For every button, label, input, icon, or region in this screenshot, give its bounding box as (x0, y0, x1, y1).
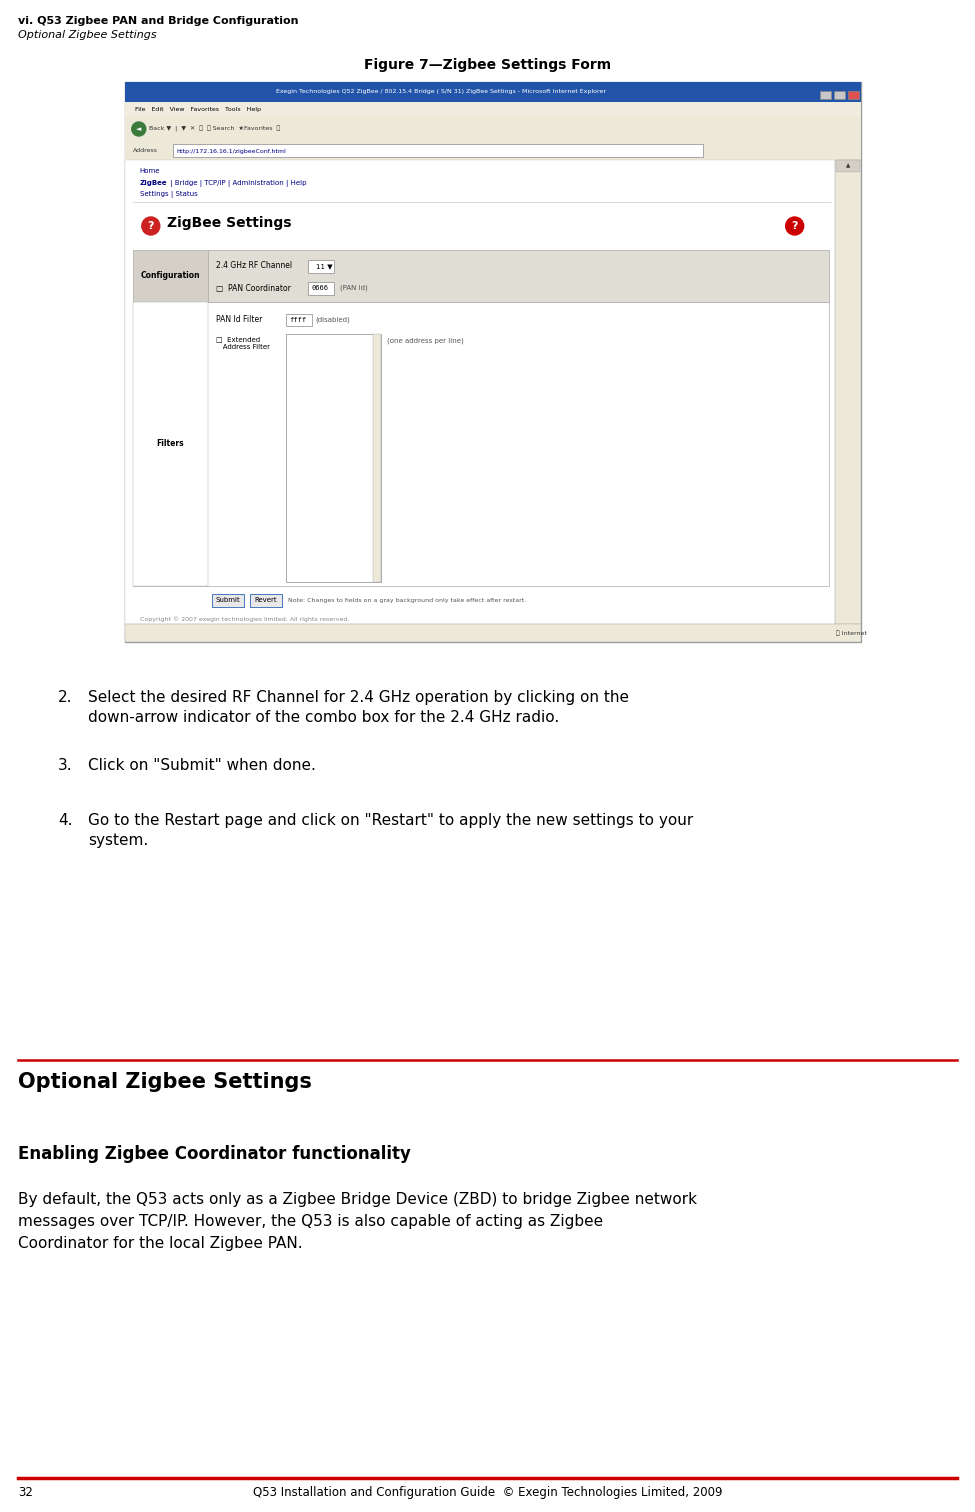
Text: (PAN Id): (PAN Id) (340, 284, 368, 292)
Text: Configuration: Configuration (140, 272, 200, 281)
Text: Enabling Zigbee Coordinator functionality: Enabling Zigbee Coordinator functionalit… (18, 1145, 410, 1163)
Bar (286, 314, 312, 327)
Text: http://172.16.16.1/zigbeeConf.html: http://172.16.16.1/zigbeeConf.html (176, 148, 287, 154)
Text: ?: ? (147, 221, 154, 231)
Bar (372, 334, 381, 582)
Bar (125, 101, 861, 116)
Text: 3.: 3. (58, 758, 72, 773)
Bar (133, 302, 208, 587)
Text: Submit: Submit (215, 597, 240, 603)
Text: Select the desired RF Channel for 2.4 GHz operation by clicking on the: Select the desired RF Channel for 2.4 GH… (88, 689, 629, 705)
Text: down-arrow indicator of the combo box for the 2.4 GHz radio.: down-arrow indicator of the combo box fo… (88, 711, 560, 724)
Bar (286, 334, 381, 582)
Text: Home: Home (139, 168, 160, 174)
Bar (848, 91, 859, 98)
Bar (308, 283, 333, 295)
Bar (133, 210, 830, 242)
Bar (125, 82, 861, 643)
Text: Optional Zigbee Settings: Optional Zigbee Settings (18, 1072, 312, 1092)
Bar (208, 249, 830, 302)
Text: Copyright © 2007 exegin technologies limited. All rights reserved.: Copyright © 2007 exegin technologies lim… (139, 615, 349, 621)
Text: ZigBee Settings: ZigBee Settings (167, 216, 292, 230)
Bar (173, 144, 703, 157)
Text: 4.: 4. (58, 813, 72, 829)
Bar (133, 249, 208, 302)
Bar (250, 594, 282, 606)
Text: File   Edit   View   Favorites   Tools   Help: File Edit View Favorites Tools Help (135, 106, 260, 112)
Text: 0666: 0666 (312, 284, 329, 290)
Circle shape (786, 218, 803, 234)
Circle shape (141, 218, 160, 234)
Text: Optional Zigbee Settings: Optional Zigbee Settings (18, 30, 157, 39)
Text: Q53 Installation and Configuration Guide  © Exegin Technologies Limited, 2009: Q53 Installation and Configuration Guide… (253, 1486, 722, 1498)
Text: □  Extended
   Address Filter: □ Extended Address Filter (215, 336, 270, 349)
Text: Revert: Revert (254, 597, 277, 603)
Text: Exegin Technologies Q52 ZigBee / 802.15.4 Bridge ( S/N 31) ZigBee Settings - Mic: Exegin Technologies Q52 ZigBee / 802.15.… (276, 89, 606, 94)
Text: Click on "Submit" when done.: Click on "Submit" when done. (88, 758, 316, 773)
Text: Filters: Filters (156, 440, 184, 449)
Text: (disabled): (disabled) (316, 316, 351, 324)
Bar (837, 160, 860, 172)
Bar (125, 116, 861, 142)
Text: 2.4 GHz RF Channel: 2.4 GHz RF Channel (215, 262, 292, 271)
Text: (one address per line): (one address per line) (387, 339, 463, 345)
Text: system.: system. (88, 833, 148, 848)
Text: Settings | Status: Settings | Status (139, 191, 198, 198)
Text: ffff: ffff (289, 318, 306, 324)
Bar (820, 91, 831, 98)
Bar (834, 91, 845, 98)
Text: Note: Changes to fields on a gray background only take effect after restart.: Note: Changes to fields on a gray backgr… (288, 599, 526, 603)
Text: □  PAN Coordinator: □ PAN Coordinator (215, 284, 291, 292)
Text: Go to the Restart page and click on "Restart" to apply the new settings to your: Go to the Restart page and click on "Res… (88, 813, 693, 829)
Bar (308, 260, 333, 274)
Text: Coordinator for the local Zigbee PAN.: Coordinator for the local Zigbee PAN. (18, 1235, 302, 1250)
Bar (836, 160, 861, 624)
Text: 11 ▼: 11 ▼ (316, 263, 332, 269)
Text: 2.: 2. (58, 689, 72, 705)
Bar (125, 82, 861, 101)
Bar (212, 594, 244, 606)
Text: | Bridge | TCP/IP | Administration | Help: | Bridge | TCP/IP | Administration | Hel… (168, 180, 306, 187)
Text: 🌐 Internet: 🌐 Internet (836, 631, 867, 637)
Text: vi. Q53 Zigbee PAN and Bridge Configuration: vi. Q53 Zigbee PAN and Bridge Configurat… (18, 17, 298, 26)
Text: Back ▼  |  ▼  ✕  🔄  🔍 Search  ★Favorites  🔧: Back ▼ | ▼ ✕ 🔄 🔍 Search ★Favorites 🔧 (149, 125, 280, 132)
Text: PAN Id Filter: PAN Id Filter (215, 316, 262, 325)
Bar (125, 160, 836, 624)
Text: Figure 7—Zigbee Settings Form: Figure 7—Zigbee Settings Form (364, 57, 611, 73)
Text: ▲: ▲ (846, 163, 850, 168)
Text: ◄: ◄ (136, 125, 141, 132)
Text: ?: ? (792, 221, 798, 231)
Text: messages over TCP/IP. However, the Q53 is also capable of acting as Zigbee: messages over TCP/IP. However, the Q53 i… (18, 1214, 604, 1229)
Bar (133, 302, 830, 587)
Bar (125, 624, 861, 643)
Circle shape (132, 122, 146, 136)
Text: Address: Address (133, 148, 158, 154)
Bar (125, 142, 861, 160)
Text: By default, the Q53 acts only as a Zigbee Bridge Device (ZBD) to bridge Zigbee n: By default, the Q53 acts only as a Zigbe… (18, 1191, 697, 1207)
Text: ZigBee: ZigBee (139, 180, 168, 186)
Text: 32: 32 (18, 1486, 33, 1498)
